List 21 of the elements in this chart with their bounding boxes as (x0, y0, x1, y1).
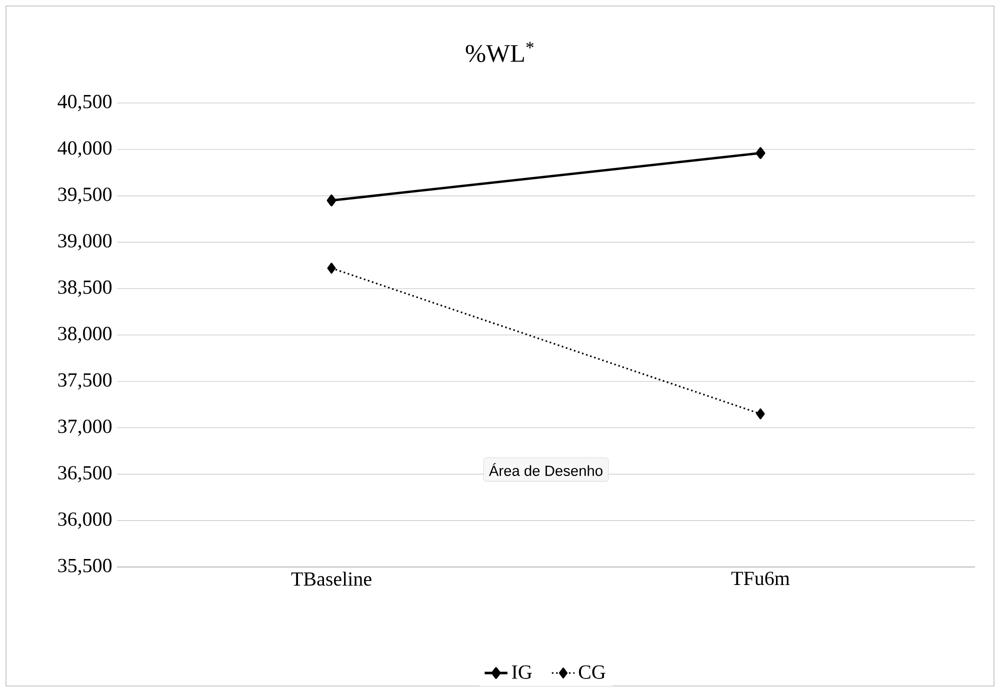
chart-title: %WL$^{*}$ (466, 42, 534, 62)
y-tick-label: 38,500 (58, 280, 112, 297)
y-tick-label: 36,000 (58, 512, 112, 529)
y-tick-label: 36,500 (58, 466, 112, 482)
y-tick-label: 37,500 (58, 373, 112, 390)
y-tick-label: 37,000 (58, 420, 112, 436)
legend-label: CG (578, 665, 606, 679)
point (756, 408, 765, 420)
point (326, 194, 336, 206)
point (756, 147, 766, 159)
y-tick-label: 35,500 (58, 558, 112, 576)
x-tick-label: TBaseline (291, 572, 372, 586)
y-tick-label: 38,000 (58, 326, 112, 344)
y-tick-label: 40,500 (58, 94, 112, 112)
y-tick-label: 39,000 (58, 234, 112, 250)
y-tick-label: 39,500 (58, 188, 112, 204)
legend-label: IG (512, 665, 532, 679)
x-tick-label: TFu6m (731, 572, 790, 586)
y-tick-label: 40,000 (58, 141, 112, 158)
annotation: Área de Desenho (488, 463, 602, 476)
point (327, 262, 336, 274)
